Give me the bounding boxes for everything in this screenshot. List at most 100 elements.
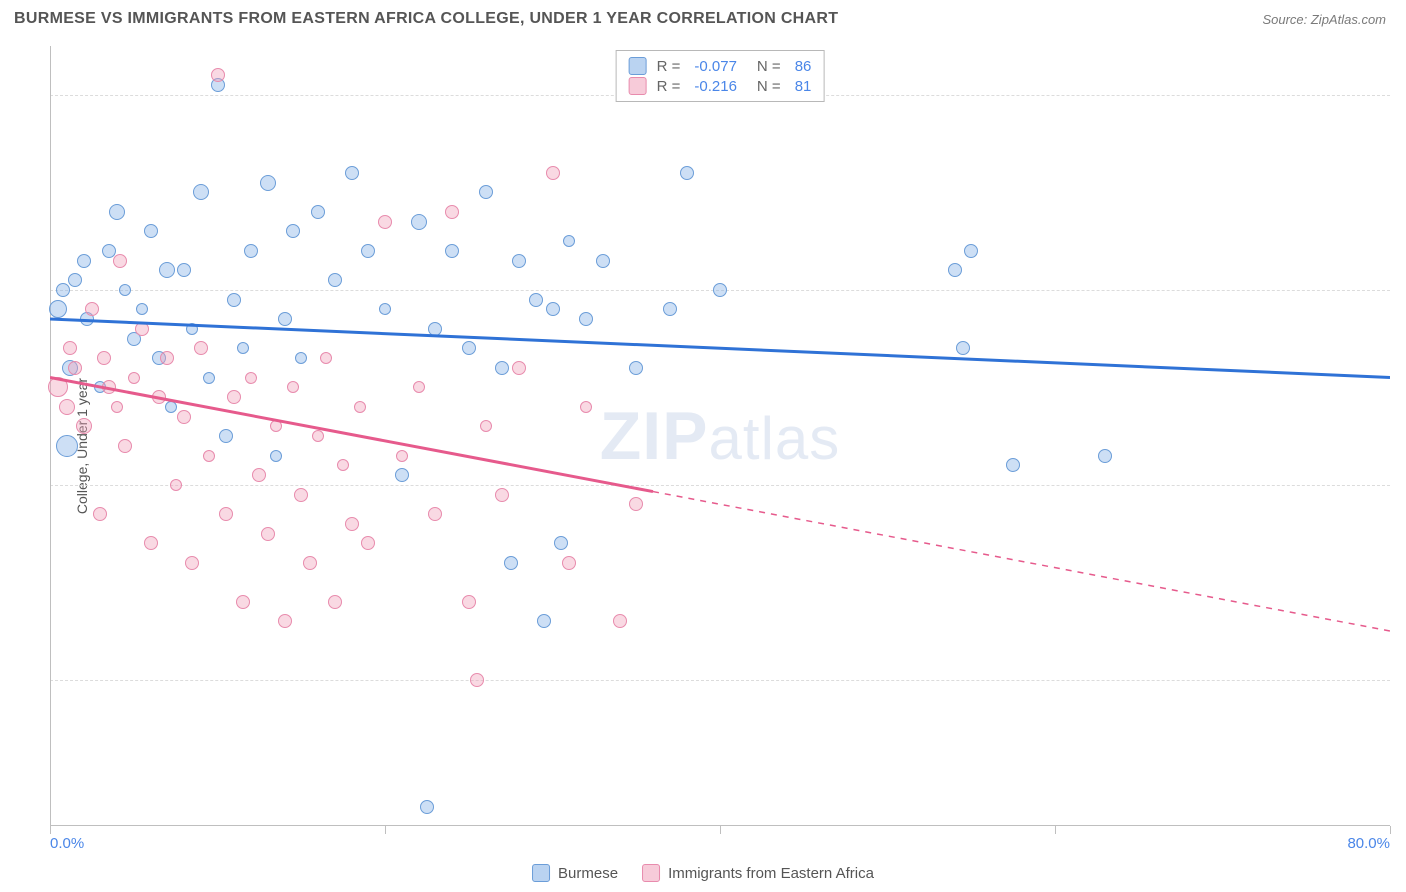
scatter-point: [579, 312, 593, 326]
scatter-point: [713, 283, 727, 297]
legend-r-value: -0.216: [694, 78, 737, 95]
chart-area: ZIPatlas 40.0%60.0%80.0%100.0%0.0%80.0%R…: [50, 46, 1390, 826]
scatter-point: [964, 244, 978, 258]
scatter-point: [580, 401, 592, 413]
regression-lines: [50, 46, 1390, 826]
source-label: Source: ZipAtlas.com: [1262, 12, 1386, 27]
scatter-point: [354, 401, 366, 413]
scatter-point: [428, 322, 442, 336]
scatter-point: [170, 479, 182, 491]
y-tick-label: 100.0%: [1402, 86, 1406, 103]
scatter-point: [260, 175, 276, 191]
scatter-point: [152, 390, 166, 404]
scatter-point: [135, 322, 149, 336]
scatter-point: [48, 377, 68, 397]
legend-n-value: 81: [795, 78, 812, 95]
x-tick: [385, 826, 386, 834]
scatter-point: [119, 284, 131, 296]
scatter-point: [480, 420, 492, 432]
scatter-point: [495, 361, 509, 375]
scatter-point: [261, 527, 275, 541]
legend-item-eastern-africa: Immigrants from Eastern Africa: [642, 864, 874, 882]
scatter-point: [144, 224, 158, 238]
legend-swatch-icon: [642, 864, 660, 882]
legend-row: R =-0.216N =81: [629, 76, 812, 96]
scatter-point: [613, 614, 627, 628]
scatter-point: [1098, 449, 1112, 463]
scatter-point: [118, 439, 132, 453]
scatter-point: [85, 302, 99, 316]
scatter-point: [219, 507, 233, 521]
scatter-point: [445, 205, 459, 219]
legend-correlation-box: R =-0.077N =86R =-0.216N =81: [616, 50, 825, 102]
scatter-point: [211, 68, 225, 82]
legend-swatch-icon: [629, 77, 647, 95]
scatter-point: [270, 450, 282, 462]
scatter-point: [227, 293, 241, 307]
scatter-point: [428, 507, 442, 521]
legend-n-value: 86: [795, 58, 812, 75]
scatter-point: [562, 556, 576, 570]
legend-row: R =-0.077N =86: [629, 56, 812, 76]
x-tick: [1055, 826, 1056, 834]
scatter-point: [680, 166, 694, 180]
plot-region: ZIPatlas 40.0%60.0%80.0%100.0%0.0%80.0%R…: [50, 46, 1390, 826]
scatter-point: [312, 430, 324, 442]
scatter-point: [136, 303, 148, 315]
scatter-point: [159, 262, 175, 278]
scatter-point: [629, 361, 643, 375]
scatter-point: [504, 556, 518, 570]
watermark: ZIPatlas: [600, 397, 841, 475]
scatter-point: [109, 204, 125, 220]
scatter-point: [462, 341, 476, 355]
scatter-point: [63, 341, 77, 355]
scatter-point: [177, 263, 191, 277]
y-axis-line: [50, 46, 51, 826]
scatter-point: [948, 263, 962, 277]
y-tick-label: 60.0%: [1402, 476, 1406, 493]
scatter-point: [470, 673, 484, 687]
legend-bottom: Burmese Immigrants from Eastern Africa: [532, 864, 874, 882]
scatter-point: [512, 361, 526, 375]
scatter-point: [177, 410, 191, 424]
scatter-point: [529, 293, 543, 307]
scatter-point: [244, 244, 258, 258]
scatter-point: [420, 800, 434, 814]
x-tick-label: 0.0%: [50, 835, 84, 852]
scatter-point: [294, 488, 308, 502]
scatter-point: [537, 614, 551, 628]
scatter-point: [512, 254, 526, 268]
scatter-point: [237, 342, 249, 354]
scatter-point: [320, 352, 332, 364]
scatter-point: [203, 372, 215, 384]
scatter-point: [278, 312, 292, 326]
y-tick-label: 40.0%: [1402, 671, 1406, 688]
legend-label: Immigrants from Eastern Africa: [668, 865, 874, 882]
scatter-point: [295, 352, 307, 364]
scatter-point: [546, 166, 560, 180]
legend-label: Burmese: [558, 865, 618, 882]
legend-item-burmese: Burmese: [532, 864, 618, 882]
scatter-point: [49, 300, 67, 318]
scatter-point: [395, 468, 409, 482]
scatter-point: [160, 351, 174, 365]
scatter-point: [185, 556, 199, 570]
scatter-point: [328, 273, 342, 287]
scatter-point: [68, 273, 82, 287]
scatter-point: [56, 435, 78, 457]
scatter-point: [59, 399, 75, 415]
scatter-point: [165, 401, 177, 413]
scatter-point: [563, 235, 575, 247]
legend-n-label: N =: [757, 58, 781, 75]
scatter-point: [111, 401, 123, 413]
scatter-point: [236, 595, 250, 609]
scatter-point: [144, 536, 158, 550]
scatter-point: [361, 244, 375, 258]
y-tick-label: 80.0%: [1402, 281, 1406, 298]
header: BURMESE VS IMMIGRANTS FROM EASTERN AFRIC…: [0, 0, 1406, 36]
scatter-point: [311, 205, 325, 219]
scatter-point: [194, 341, 208, 355]
scatter-point: [328, 595, 342, 609]
scatter-point: [345, 517, 359, 531]
legend-swatch-icon: [629, 57, 647, 75]
